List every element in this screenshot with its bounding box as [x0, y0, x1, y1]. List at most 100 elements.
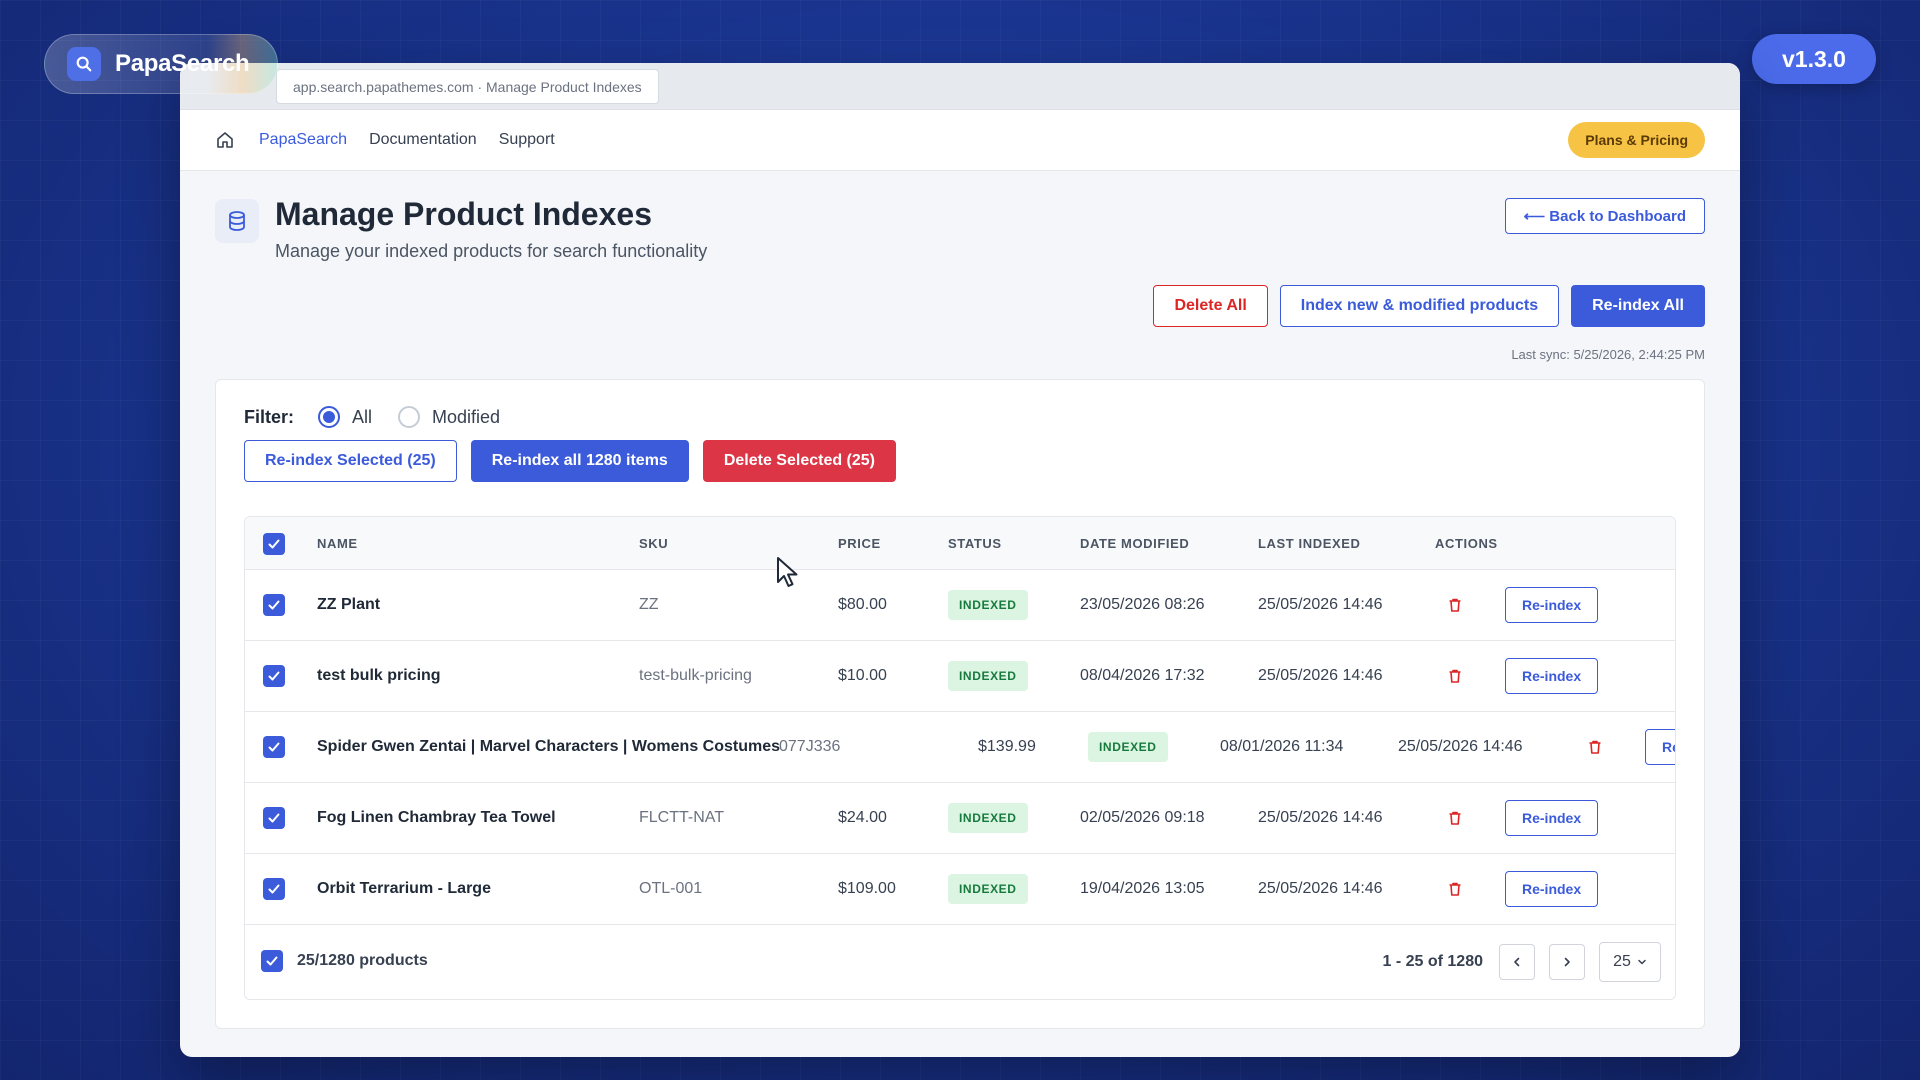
row-reindex-button[interactable]: Re-index — [1505, 871, 1599, 907]
trash-icon[interactable] — [1445, 808, 1465, 828]
row-checkbox[interactable] — [263, 854, 285, 924]
product-name: Fog Linen Chambray Tea Towel — [317, 809, 556, 826]
trash-icon[interactable] — [1445, 666, 1465, 686]
check-icon[interactable] — [263, 736, 285, 758]
trash-icon[interactable] — [1445, 595, 1465, 615]
product-price: $24.00 — [838, 809, 887, 826]
products-card: Filter: All Modified Re-index Selected (… — [215, 379, 1705, 1029]
per-page-select[interactable]: 25 — [1599, 942, 1661, 982]
reindex-all-items-button[interactable]: Re-index all 1280 items — [470, 440, 689, 482]
row-reindex-button[interactable]: Re-in — [1645, 729, 1675, 765]
row-checkbox[interactable] — [263, 712, 285, 782]
per-page-value: 25 — [1613, 953, 1631, 970]
select-all-checkbox[interactable] — [263, 517, 285, 570]
trash-icon[interactable] — [1585, 737, 1605, 757]
check-icon[interactable] — [263, 594, 285, 616]
col-last-indexed[interactable]: LAST INDEXED — [1258, 536, 1361, 551]
last-indexed: 25/05/2026 14:46 — [1258, 667, 1383, 684]
home-icon[interactable] — [215, 129, 237, 151]
table-row[interactable]: Fog Linen Chambray Tea Towel FLCTT-NAT $… — [245, 783, 1675, 854]
col-date-modified[interactable]: DATE MODIFIED — [1080, 536, 1190, 551]
last-indexed: 25/05/2026 14:46 — [1258, 809, 1383, 826]
brand-pill[interactable]: PapaSearch — [44, 34, 278, 94]
mouse-cursor-icon — [777, 557, 798, 587]
product-price: $139.99 — [978, 738, 1036, 755]
trash-icon[interactable] — [1445, 879, 1465, 899]
filter-modified-label[interactable]: Modified — [432, 406, 501, 427]
date-modified: 19/04/2026 13:05 — [1080, 880, 1205, 897]
version-badge: v1.3.0 — [1752, 34, 1876, 84]
footer-checkbox[interactable] — [261, 923, 283, 999]
delete-row-button[interactable] — [1445, 783, 1465, 853]
filter-all-label[interactable]: All — [352, 406, 373, 427]
row-checkbox[interactable] — [263, 783, 285, 853]
check-icon[interactable] — [263, 878, 285, 900]
table-row[interactable]: ZZ Plant ZZ $80.00 INDEXED 23/05/2026 08… — [245, 570, 1675, 641]
status-badge: INDEXED — [948, 661, 1028, 691]
row-checkbox[interactable] — [263, 570, 285, 640]
row-reindex-cell: Re-in — [1645, 712, 1675, 782]
product-name: Spider Gwen Zentai | Marvel Characters |… — [317, 738, 781, 755]
delete-row-button[interactable] — [1445, 854, 1465, 924]
last-indexed: 25/05/2026 14:46 — [1258, 596, 1383, 613]
delete-selected-button[interactable]: Delete Selected (25) — [702, 440, 897, 482]
product-price: $109.00 — [838, 880, 896, 897]
check-icon[interactable] — [263, 807, 285, 829]
header-actions: Delete All Index new & modified products… — [1153, 285, 1705, 327]
table-row[interactable]: Orbit Terrarium - Large OTL-001 $109.00 … — [245, 854, 1675, 925]
last-indexed: 25/05/2026 14:46 — [1398, 738, 1523, 755]
next-page-button[interactable] — [1549, 944, 1585, 980]
status-cell: INDEXED — [948, 783, 1028, 853]
reindex-all-button[interactable]: Re-index All — [1571, 285, 1705, 327]
url-field[interactable]: app.search.papathemes.com · Manage Produ… — [276, 69, 659, 104]
pagination: 1 - 25 of 1280 25 — [1383, 942, 1661, 982]
plans-pricing-button[interactable]: Plans & Pricing — [1568, 122, 1705, 158]
col-name[interactable]: NAME — [317, 536, 358, 551]
nav-link-documentation[interactable]: Documentation — [369, 131, 477, 148]
delete-all-button[interactable]: Delete All — [1153, 285, 1268, 327]
top-nav: PapaSearch Documentation Support Plans &… — [180, 110, 1740, 171]
filter-modified-radio[interactable] — [398, 406, 421, 428]
back-to-dashboard-button[interactable]: ⟵ Back to Dashboard — [1504, 198, 1705, 234]
product-sku: test-bulk-pricing — [639, 667, 752, 684]
table-row[interactable]: Spider Gwen Zentai | Marvel Characters |… — [245, 712, 1675, 783]
table-footer: 25/1280 products 1 - 25 of 1280 25 — [245, 923, 1675, 999]
selected-count: 25/1280 products — [297, 952, 428, 969]
brand-name: PapaSearch — [115, 50, 250, 77]
chevron-right-icon — [1564, 957, 1570, 967]
table-row[interactable]: test bulk pricing test-bulk-pricing $10.… — [245, 641, 1675, 712]
delete-row-button[interactable] — [1445, 570, 1465, 640]
check-icon[interactable] — [263, 532, 285, 555]
check-icon[interactable] — [261, 950, 283, 972]
filter-all-radio[interactable] — [318, 406, 341, 428]
row-reindex-button[interactable]: Re-index — [1505, 658, 1599, 694]
app-window: app.search.papathemes.com · Manage Produ… — [180, 63, 1740, 1057]
nav-link-support[interactable]: Support — [498, 131, 555, 148]
delete-row-button[interactable] — [1585, 712, 1605, 782]
col-status[interactable]: STATUS — [948, 536, 1002, 551]
check-icon[interactable] — [263, 665, 285, 687]
status-badge: INDEXED — [948, 803, 1028, 833]
filter-label: Filter: — [244, 406, 295, 427]
nav-link-papasearch[interactable]: PapaSearch — [259, 131, 348, 148]
row-reindex-button[interactable]: Re-index — [1505, 800, 1599, 836]
delete-row-button[interactable] — [1445, 641, 1465, 711]
browser-bar: app.search.papathemes.com · Manage Produ… — [180, 63, 1740, 110]
product-price: $80.00 — [838, 596, 887, 613]
product-sku: OTL-001 — [639, 880, 703, 897]
date-modified: 08/01/2026 11:34 — [1220, 738, 1344, 755]
col-price[interactable]: PRICE — [838, 536, 881, 551]
row-reindex-button[interactable]: Re-index — [1505, 587, 1599, 623]
reindex-selected-button[interactable]: Re-index Selected (25) — [244, 440, 457, 482]
index-new-modified-button[interactable]: Index new & modified products — [1279, 285, 1560, 327]
product-price: $10.00 — [838, 667, 887, 684]
page-title: Manage Product Indexes — [275, 196, 652, 232]
status-cell: INDEXED — [948, 854, 1028, 924]
status-cell: INDEXED — [948, 641, 1028, 711]
row-checkbox[interactable] — [263, 641, 285, 711]
row-reindex-cell: Re-index — [1505, 854, 1599, 924]
col-sku[interactable]: SKU — [639, 536, 669, 551]
prev-page-button[interactable] — [1499, 944, 1535, 980]
status-badge: INDEXED — [1088, 732, 1168, 762]
bulk-actions: Re-index Selected (25) Re-index all 1280… — [244, 440, 897, 482]
